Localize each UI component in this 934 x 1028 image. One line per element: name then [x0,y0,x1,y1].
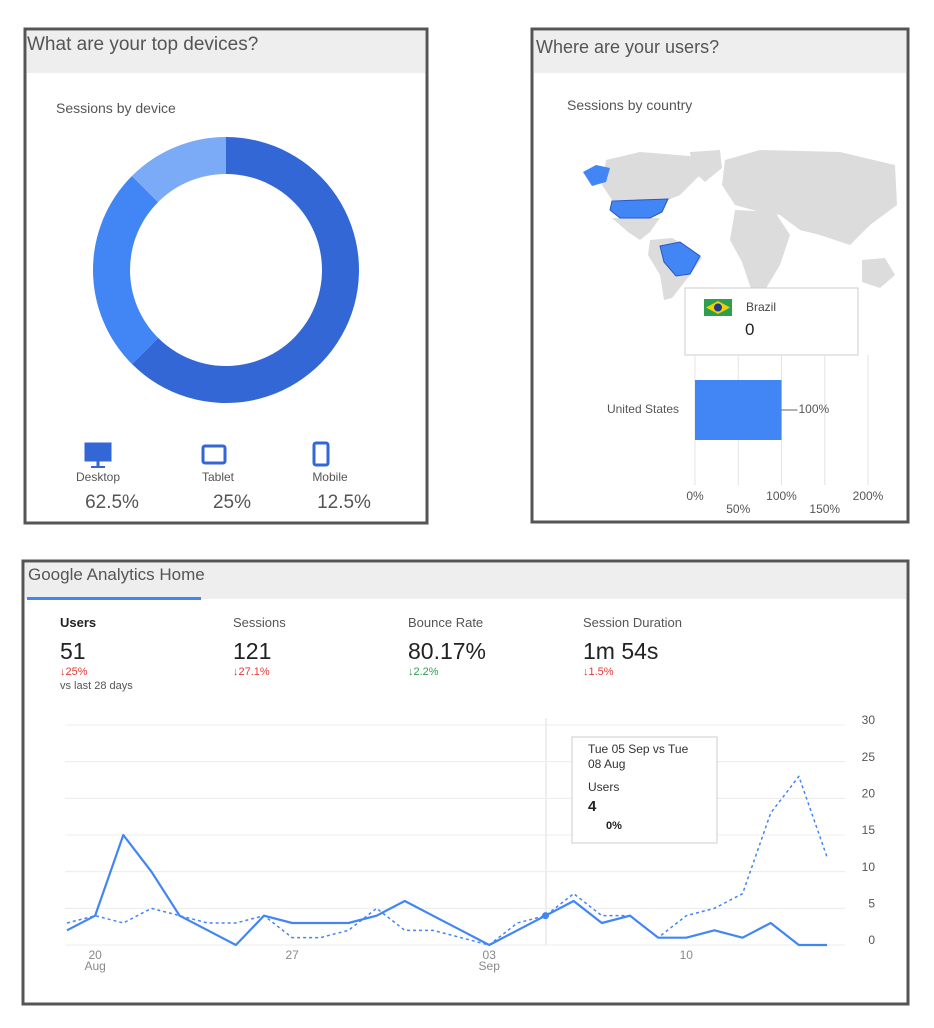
legend-label: Mobile [312,470,348,484]
device-icons [84,441,330,468]
metric-label: Users [60,615,97,630]
legend-value: 62.5% [85,492,139,513]
metric-change: ↓27.1% [233,666,270,678]
home-card [21,559,910,1006]
x-tick-label: 27 [285,948,299,962]
card-header [534,31,906,73]
y-tick-label: 20 [862,787,876,801]
tooltip-value: 4 [588,798,597,815]
card-header [25,563,906,599]
x-tick-label: 20 Aug [84,948,106,973]
y-tick-label: 5 [868,897,875,911]
donut-segment [131,137,226,203]
card-title: Where are your users? [536,37,720,57]
metric-change: ↓2.2% [408,666,439,678]
y-tick-label: 30 [862,713,876,727]
y-tick-label: 0 [868,933,875,947]
map-tooltip [684,287,859,356]
metric-value: 1m 54s [583,638,659,664]
value-label: 100% [799,402,830,416]
chart-subtitle: Sessions by device [56,100,176,116]
legend-value: 12.5% [317,492,371,513]
metric-value: 51 [60,638,86,664]
x-tick-label: 03 Sep [478,948,500,973]
metric-value: 121 [233,638,272,664]
x-tick-label: 100% [766,489,797,503]
chart-subtitle: Sessions by country [567,97,693,113]
tooltip-label: Brazil [746,300,777,314]
legend-label: Tablet [202,470,235,484]
brazil-flag [704,299,732,316]
hover-point [542,912,550,920]
tooltip-metric: Users [588,780,620,794]
metric-label: Bounce Rate [408,615,484,630]
card-title: Google Analytics Home [28,565,205,584]
metric-change: ↓25% [60,666,88,678]
metric-label: Session Duration [583,615,682,630]
card-header [27,31,425,73]
tooltip-title: Tue 05 Sep vs Tue 08 Aug [588,742,689,771]
x-tick-label: 50% [726,502,750,516]
y-tick-label: 10 [862,860,876,874]
metric-value: 80.17% [408,638,487,664]
donut-segment [131,137,359,403]
x-tick-label: 0% [686,489,704,503]
donut-segment [93,175,159,365]
x-tick-label: 200% [853,489,884,503]
series-line [66,833,827,947]
comparison-line [66,775,828,946]
active-tab-underline [27,597,201,600]
tooltip-value: 0 [745,320,755,339]
bar [695,380,782,440]
chart-tooltip [571,736,718,844]
x-tick-label: 150% [809,502,840,516]
metric-label: Sessions [233,615,286,630]
devices-card [23,27,429,525]
y-tick-label: 25 [862,750,876,764]
y-tick-label: 15 [862,823,876,837]
legend-label: Desktop [76,470,120,484]
metric-change: ↓1.5% [583,666,614,678]
tooltip-change: 0% [606,820,622,832]
card-title: What are your top devices? [27,34,259,55]
x-tick-label: 10 [679,948,693,962]
world-map [583,150,897,300]
category-label: United States [607,402,679,416]
comparison-note: vs last 28 days [60,680,133,692]
legend-value: 25% [213,492,251,513]
